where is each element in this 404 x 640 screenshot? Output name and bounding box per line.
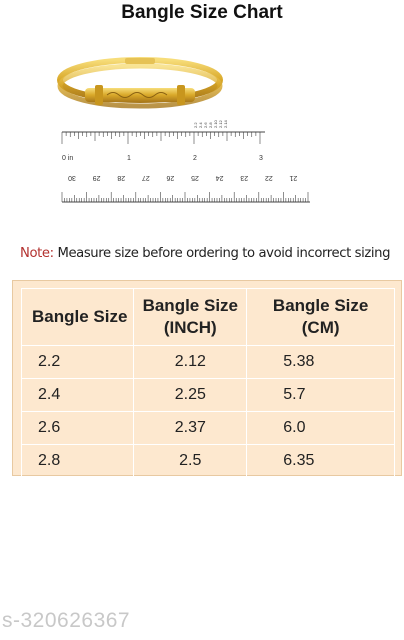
ruler-small-label: 2.6 [203,122,208,128]
table-row: 2.2 2.12 5.38 [20,345,395,379]
inch-label: 3 [259,155,263,162]
inch-label: 1 [127,155,131,162]
cell-bangle-size: 2.4 [20,378,135,412]
cell-cm: 6.0 [246,411,395,445]
ruler-cm-label: 23 [240,174,248,181]
cell-inch: 2.25 [133,378,248,412]
cell-bangle-size: 2.6 [20,411,135,445]
ruler-cm-label: 30 [68,174,76,181]
table-header-row: Bangle Size Bangle Size (INCH) Bangle Siz… [20,288,395,346]
table-row: 2.8 2.5 6.35 [20,444,395,478]
ruler-small-label: 2.12 [218,119,223,128]
ruler-cm-label: 24 [216,174,224,181]
inch-label: 2 [193,155,197,162]
ruler-cm-label: 27 [142,174,150,181]
cell-bangle-size: 2.8 [20,444,135,478]
table-row: 2.4 2.25 5.7 [20,378,395,412]
note-body: Measure size before ordering to avoid in… [53,246,391,261]
bangle-image [57,57,223,109]
ruler-cm-label: 25 [191,174,199,181]
note-label: Note: [20,246,54,261]
cell-cm: 5.38 [246,345,395,379]
ruler-cm-label: 21 [289,174,297,181]
size-table: Bangle Size Bangle Size (INCH) Bangle Siz… [20,288,395,478]
header-size-inch: Bangle Size (INCH) [133,288,248,346]
ruler-small-label: 2.4 [198,122,203,128]
cell-inch: 2.5 [133,444,248,478]
ruler-small-label: 2.10 [213,119,218,128]
cell-cm: 5.7 [246,378,395,412]
table-row: 2.6 2.37 6.0 [20,411,395,445]
cm-ruler: 30 29 28 27 26 25 24 23 22 21 [61,174,310,203]
cell-inch: 2.37 [133,411,248,445]
note-text: Note: Measure size before ordering to av… [20,246,400,261]
header-size-cm: Bangle Size (CM) [246,288,395,346]
header-bangle-size: Bangle Size [20,288,135,346]
sku-watermark: s-320626367 [2,609,131,632]
ruler-cm-label: 26 [166,174,174,181]
cell-bangle-size: 2.2 [20,345,135,379]
ruler-small-label: 2.14 [223,119,228,128]
ruler-cm-label: 29 [93,174,101,181]
ruler-small-label: 2.2 [193,122,198,128]
size-table-container: Bangle Size Bangle Size (INCH) Bangle Siz… [12,280,402,478]
cell-cm: 6.35 [246,444,395,478]
ruler-cm-label: 28 [117,174,125,181]
ruler-small-label: 2.8 [208,122,213,128]
cell-inch: 2.12 [133,345,248,379]
ruler-cm-label: 22 [265,174,273,181]
inch-ruler: 0 in 1 2 3 2.2 2.4 2.6 2.8 2.10 2.12 2.14 [61,119,265,162]
ruler-diagram: 0 in 1 2 3 2.2 2.4 2.6 2.8 2.10 2.12 2.14 30 29… [61,119,310,203]
page-title: Bangle Size Chart [121,2,283,23]
inch-label: 0 in [62,155,73,162]
